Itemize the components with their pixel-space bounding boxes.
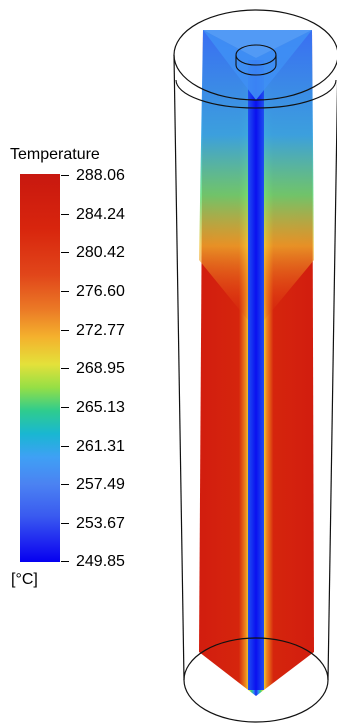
tick-mark [61,214,69,215]
unit-label: [°C] [11,571,38,588]
tick-mark [61,407,69,408]
legend-title: Temperature [10,146,100,163]
tick-label: 249.85 [76,553,125,570]
tick-label: 280.42 [76,244,125,261]
tick-label: 265.13 [76,399,125,416]
tick-mark [61,330,69,331]
tick-mark [61,484,69,485]
tick-label: 276.60 [76,283,125,300]
colorbar [20,174,60,562]
tick-label: 261.31 [76,438,125,455]
tick-label: 268.95 [76,360,125,377]
tick-mark [61,561,69,562]
tick-mark [61,175,69,176]
tick-mark [61,523,69,524]
tick-mark [61,368,69,369]
center-core [248,60,264,690]
section-ring [175,79,337,109]
tick-label: 253.67 [76,515,125,532]
tick-mark [61,252,69,253]
left-top-cold-zone [199,30,256,330]
tick-mark [61,291,69,292]
right-top-cold-zone [256,30,314,330]
tick-mark [61,446,69,447]
inner-cylinder [235,44,277,76]
tick-label: 272.77 [76,322,125,339]
tick-label: 284.24 [76,206,125,223]
tick-label: 288.06 [76,167,125,184]
outer-cylinder [173,9,337,723]
tick-label: 257.49 [76,476,125,493]
